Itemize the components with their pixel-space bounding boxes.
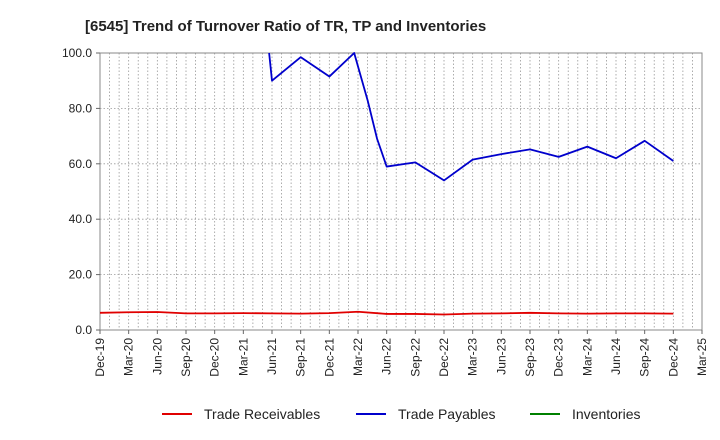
legend-label: Trade Receivables	[204, 406, 320, 422]
series-layer	[100, 52, 674, 316]
legend-label: Inventories	[572, 406, 640, 422]
series-line-trade-payables	[268, 52, 674, 182]
legend-label: Trade Payables	[398, 406, 496, 422]
x-tick-label: Dec-21	[322, 338, 336, 377]
x-tick-label: Dec-23	[552, 338, 566, 377]
series-line-trade-receivables	[100, 310, 674, 316]
plot-frame	[99, 52, 703, 331]
x-tick-label: Mar-25	[695, 338, 709, 376]
x-tick-label: Jun-24	[609, 338, 623, 375]
y-tick-label: 0.0	[75, 323, 92, 337]
x-tick-label: Mar-20	[122, 338, 136, 376]
y-tick-label: 60.0	[69, 157, 93, 171]
chart-title: [6545] Trend of Turnover Ratio of TR, TP…	[85, 18, 486, 35]
grid-layer	[100, 53, 702, 330]
x-tick-label: Sep-24	[638, 338, 652, 377]
legend: Trade Receivables Trade Payables Inventori…	[162, 406, 640, 422]
x-tick-label: Sep-22	[408, 338, 422, 377]
x-tick-label: Jun-22	[380, 338, 394, 375]
x-tick-label: Sep-20	[179, 338, 193, 377]
y-axis: 0.0 20.0 40.0 60.0 80.0 100.0	[62, 46, 100, 337]
y-tick-label: 40.0	[69, 212, 93, 226]
x-tick-label: Jun-23	[494, 338, 508, 375]
x-tick-label: Dec-19	[93, 338, 107, 377]
x-tick-label: Mar-23	[466, 338, 480, 376]
x-tick-label: Sep-21	[294, 338, 308, 377]
x-tick-label: Dec-20	[208, 338, 222, 377]
y-tick-label: 20.0	[69, 268, 93, 282]
x-tick-label: Dec-24	[666, 338, 680, 377]
x-tick-label: Mar-24	[580, 338, 594, 376]
x-tick-label: Jun-21	[265, 338, 279, 375]
x-tick-label: Jun-20	[150, 338, 164, 375]
y-tick-label: 100.0	[62, 46, 92, 60]
y-tick-label: 80.0	[69, 101, 93, 115]
x-tick-label: Mar-21	[236, 338, 250, 376]
x-tick-label: Dec-22	[437, 338, 451, 377]
x-tick-label: Mar-22	[351, 338, 365, 376]
x-axis: Dec-19 Mar-20 Jun-20 Sep-20 Dec-20 Mar-21 Jun-…	[93, 330, 709, 377]
x-tick-label: Sep-23	[523, 338, 537, 377]
